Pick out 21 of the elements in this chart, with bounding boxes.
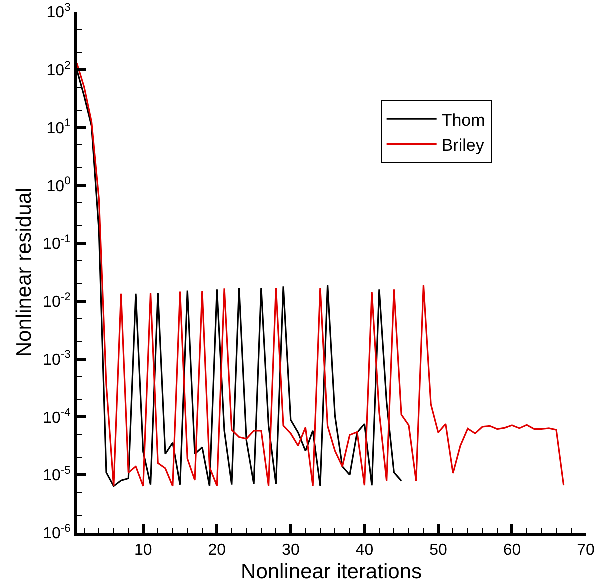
x-tick-label: 60: [503, 542, 522, 560]
y-tick-label: 10$^{-1}$: [43, 233, 71, 254]
y-tick-label: 10$^{-5}$: [43, 464, 71, 485]
legend-label: Thom: [442, 110, 486, 130]
y-tick-label: 10$^{-4}$: [43, 407, 71, 427]
x-axis-title: Nonlinear iterations: [241, 560, 422, 584]
y-tick-label: 10$^{-2}$: [43, 291, 71, 312]
y-tick-label: 10$^{3}$: [46, 2, 71, 22]
y-tick-label: 10$^{-3}$: [43, 349, 71, 369]
y-tick-label: 10$^{2}$: [46, 60, 71, 80]
y-tick-label: 10$^{-6}$: [43, 522, 71, 543]
y-tick-label: 10$^{0}$: [46, 176, 71, 196]
x-tick-label: 20: [208, 542, 226, 560]
x-tick-label: 10: [134, 542, 152, 560]
x-tick-label: 70: [577, 542, 595, 560]
y-tick-label: 10$^{1}$: [46, 118, 71, 138]
legend-label: Briley: [442, 136, 485, 155]
y-axis-title: Nonlinear residual: [13, 188, 36, 358]
x-tick-label: 40: [356, 542, 374, 560]
x-tick-label: 30: [282, 542, 300, 560]
x-tick-label: 50: [430, 542, 448, 560]
